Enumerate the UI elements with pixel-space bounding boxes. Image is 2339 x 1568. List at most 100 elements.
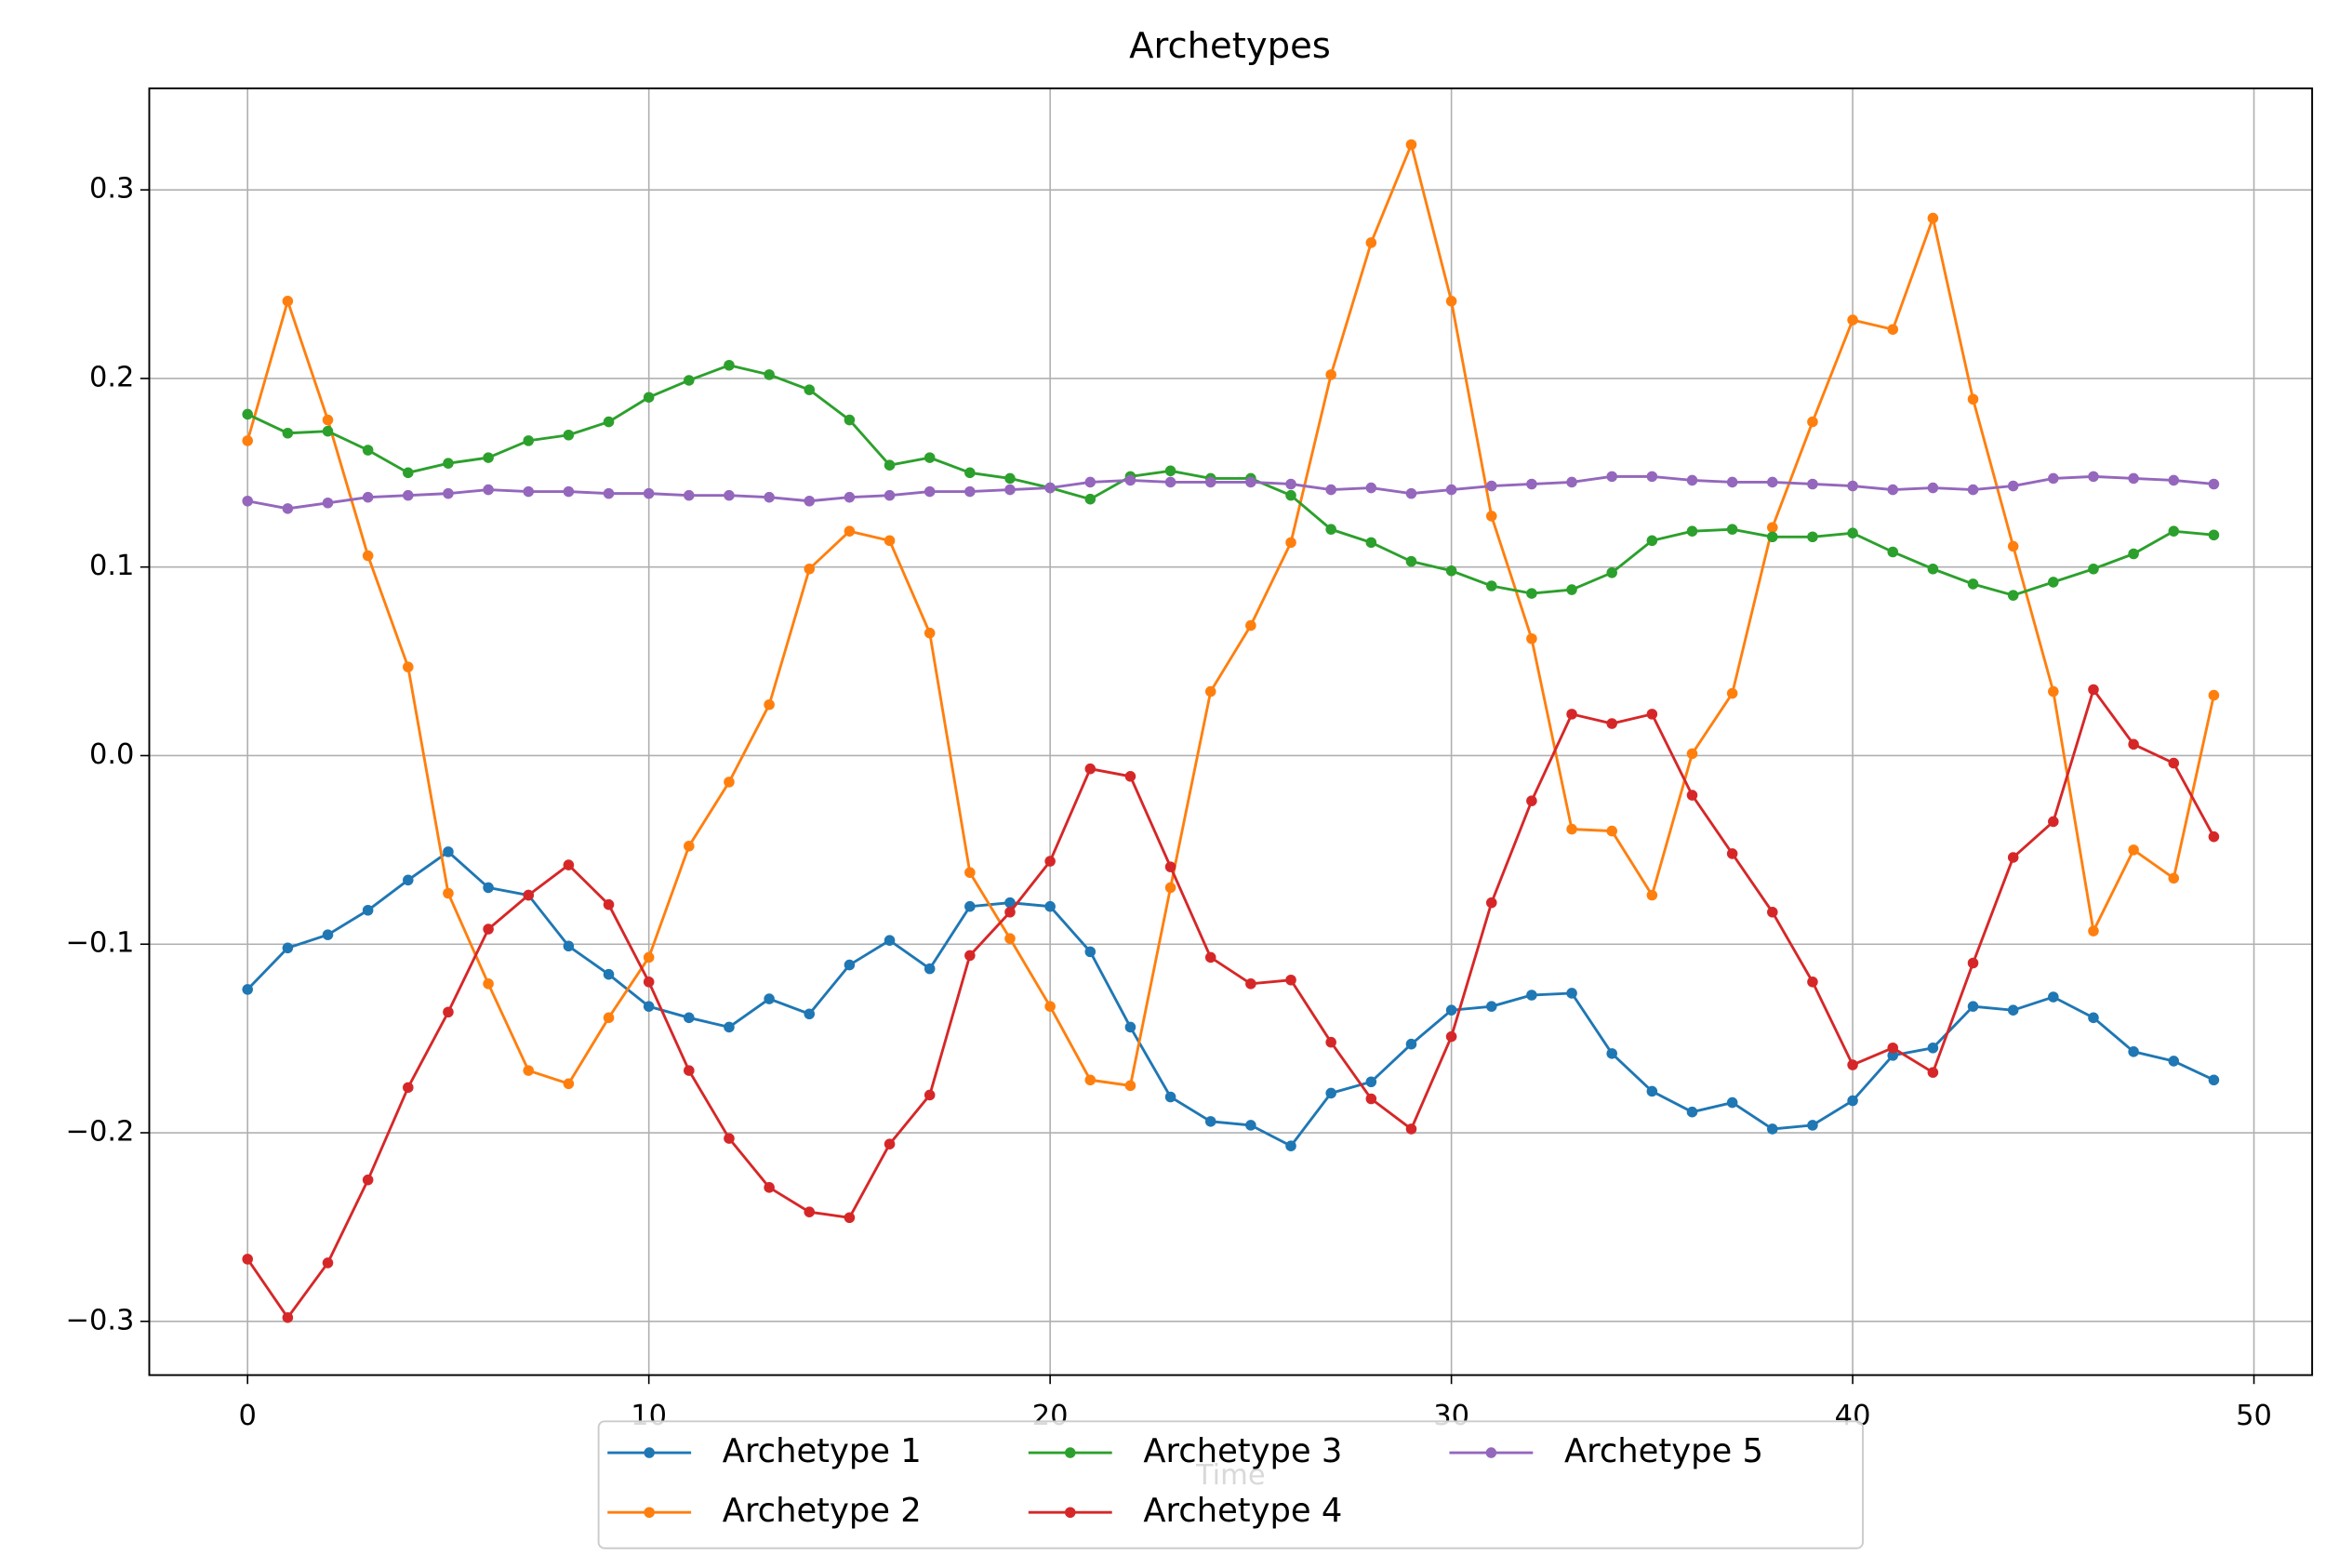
data-point	[1686, 748, 1698, 760]
series-line	[246, 364, 2214, 597]
data-point	[1526, 990, 1537, 1001]
data-point	[724, 1021, 735, 1033]
data-point	[2007, 852, 2019, 863]
data-point	[964, 950, 976, 962]
data-point	[1044, 482, 1056, 494]
data-point	[1004, 484, 1016, 496]
data-point	[1726, 1096, 1738, 1109]
data-point	[1485, 511, 1497, 522]
data-point	[2128, 738, 2139, 751]
data-point	[1084, 493, 1096, 505]
data-point	[282, 296, 294, 307]
legend-label: Archetype 5	[1564, 1432, 1763, 1470]
y-tick-label: 0.1	[89, 550, 134, 582]
data-point	[322, 414, 334, 426]
data-point	[563, 859, 575, 870]
data-point	[684, 489, 695, 501]
data-point	[1204, 685, 1216, 698]
data-point	[1245, 978, 1256, 990]
data-point	[1485, 1001, 1497, 1012]
legend-label: Archetype 4	[1143, 1492, 1342, 1530]
data-point	[1325, 1036, 1336, 1048]
data-point	[1807, 1120, 1818, 1131]
data-point	[563, 1078, 575, 1090]
y-tick-label: 0.2	[89, 361, 134, 393]
series-line	[246, 850, 2215, 1149]
data-point	[2208, 689, 2220, 701]
data-point	[2088, 471, 2099, 483]
data-point	[443, 458, 454, 469]
data-point	[964, 485, 976, 498]
data-point	[764, 993, 775, 1004]
data-point	[2088, 925, 2099, 937]
data-point	[1044, 1001, 1056, 1012]
x-tick-label: 0	[239, 1400, 257, 1432]
data-point	[603, 898, 615, 910]
data-point	[804, 1008, 816, 1020]
data-point	[1445, 1030, 1457, 1043]
data-point	[1365, 537, 1377, 549]
data-point	[2128, 844, 2139, 856]
data-point	[1325, 524, 1336, 535]
data-point	[1285, 478, 1296, 490]
data-point	[764, 1182, 775, 1193]
data-point	[1927, 563, 1939, 575]
data-point	[1245, 1120, 1256, 1131]
data-point	[2007, 480, 2019, 492]
data-point	[1164, 861, 1176, 872]
data-point	[1847, 480, 1858, 492]
data-point	[483, 978, 494, 990]
data-point	[1967, 957, 1979, 969]
data-point	[403, 1082, 414, 1094]
data-point	[483, 924, 494, 935]
data-point	[1325, 369, 1336, 380]
data-point	[884, 489, 896, 501]
data-point	[1485, 580, 1497, 591]
data-point	[322, 929, 334, 940]
legend-label: Archetype 3	[1143, 1432, 1342, 1470]
data-point	[1124, 474, 1136, 486]
data-point	[1084, 1074, 1096, 1086]
data-point	[443, 887, 454, 899]
data-point	[1767, 531, 1778, 543]
data-point	[764, 369, 775, 380]
data-point	[844, 491, 856, 503]
data-point	[1686, 474, 1698, 486]
data-point	[1004, 933, 1016, 944]
data-point	[443, 487, 454, 499]
data-point	[1405, 555, 1417, 567]
data-point	[1084, 476, 1096, 488]
data-point	[1927, 212, 1939, 224]
data-point	[2048, 816, 2059, 828]
data-point	[1204, 476, 1216, 488]
data-point	[282, 1311, 294, 1323]
data-point	[403, 661, 414, 672]
data-point	[2208, 478, 2220, 490]
data-point	[1726, 848, 1738, 859]
data-point	[1686, 790, 1698, 801]
data-point	[1124, 771, 1136, 782]
data-point	[1004, 472, 1016, 485]
series-line	[246, 686, 2215, 1321]
data-point	[523, 435, 535, 446]
data-point	[1887, 546, 1899, 558]
data-point	[322, 425, 334, 437]
data-point	[2088, 1012, 2099, 1024]
data-point	[1124, 1021, 1136, 1033]
legend-label: Archetype 2	[723, 1492, 922, 1530]
data-point	[1285, 974, 1296, 986]
data-point	[804, 495, 816, 507]
data-point	[1285, 537, 1296, 549]
data-point	[242, 408, 253, 420]
data-point	[362, 491, 374, 503]
data-point	[1767, 522, 1778, 533]
data-point	[282, 427, 294, 439]
data-point	[523, 1065, 535, 1076]
data-point	[362, 904, 374, 916]
data-point	[2208, 1074, 2220, 1086]
data-point	[2088, 563, 2099, 575]
data-point	[2128, 1046, 2139, 1057]
data-point	[322, 497, 334, 509]
data-point	[964, 467, 976, 479]
data-point	[643, 392, 655, 403]
